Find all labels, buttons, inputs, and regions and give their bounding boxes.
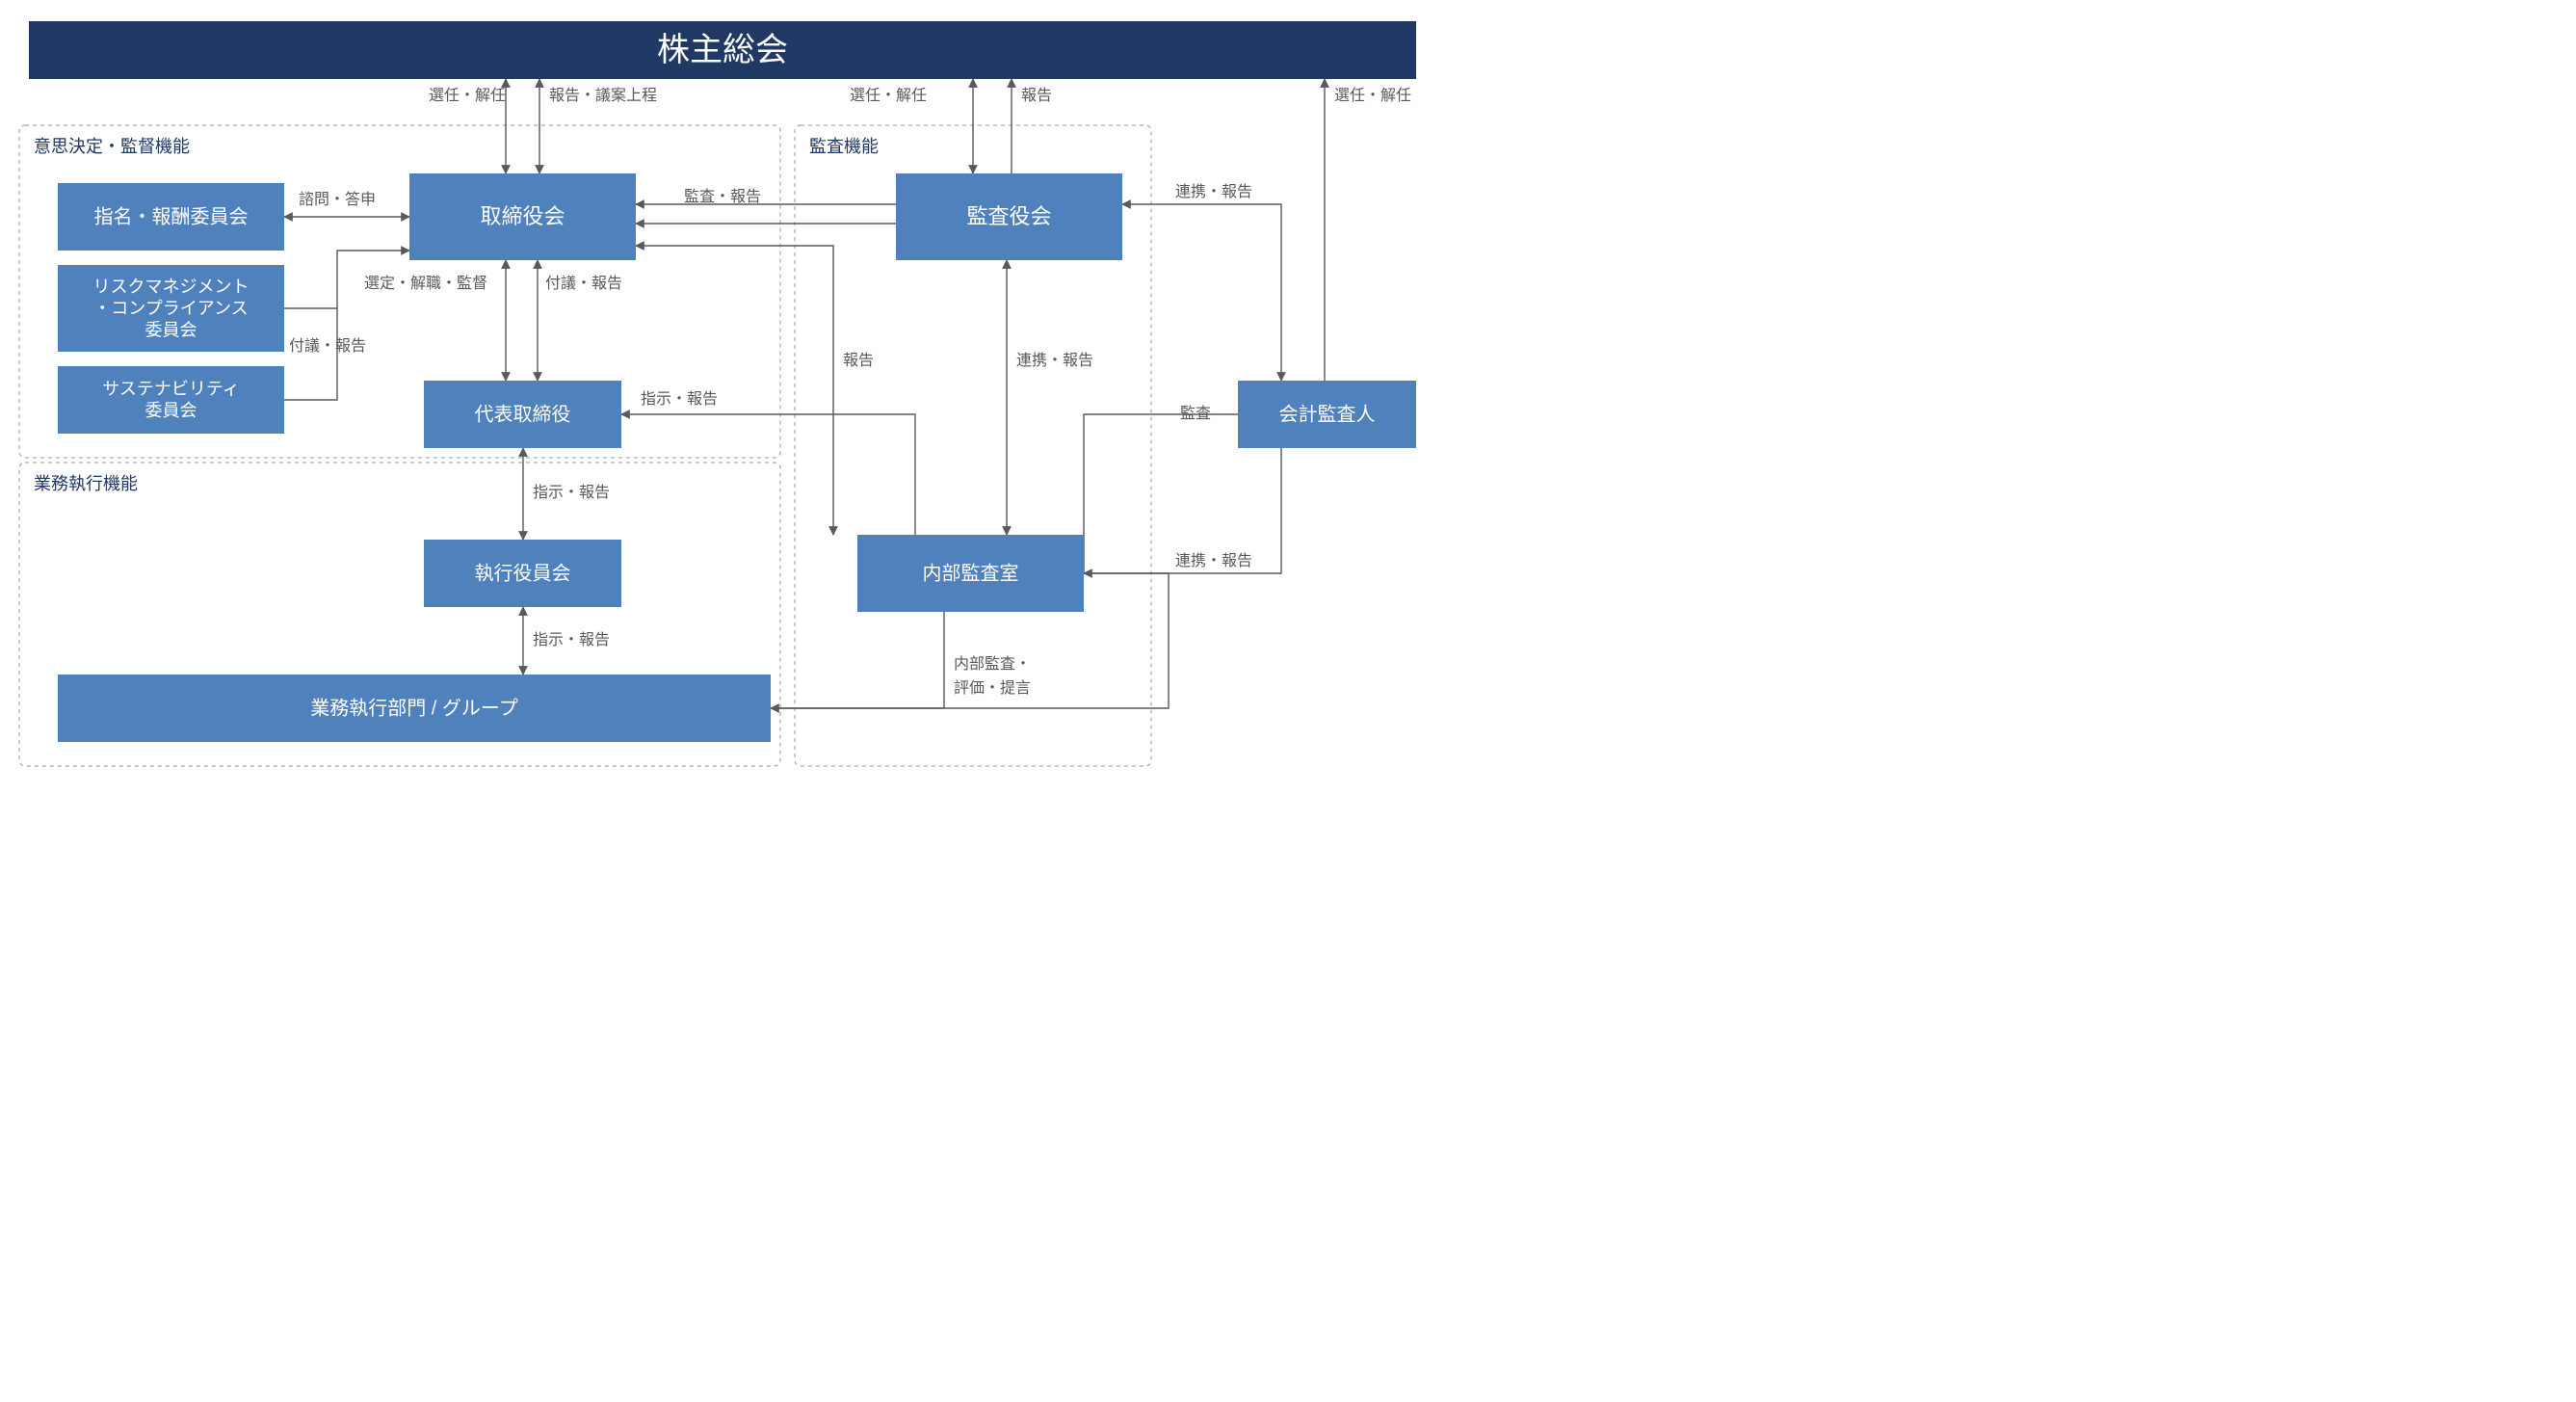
- edge-label-e1: 選任・解任: [429, 87, 506, 104]
- node-label-riskcomp-0: リスクマネジメント: [93, 277, 250, 296]
- edge-label-e5: 選任・解任: [1334, 87, 1411, 104]
- edge-e13: [636, 246, 833, 535]
- edge-label-e10: 指示・報告: [533, 631, 610, 648]
- node-label-sustain-0: サステナビリティ: [102, 380, 240, 399]
- node-label-acctaud-0: 会計監査人: [1279, 403, 1376, 425]
- header-title: 株主総会: [657, 32, 788, 68]
- edge-e15: [621, 414, 915, 535]
- edge-label-e15: 指示・報告: [641, 390, 718, 408]
- node-label-execmtg-0: 執行役員会: [475, 562, 571, 584]
- edge-label-e4: 報告: [1021, 87, 1052, 104]
- node-label-intaudit-0: 内部監査室: [923, 562, 1019, 584]
- edge-label-e3: 選任・解任: [850, 87, 927, 104]
- edge-label-e6: 諮問・答申: [299, 191, 376, 208]
- edge-label-e8: 選定・解職・監督: [364, 275, 487, 292]
- edge-e18: [1122, 204, 1281, 381]
- node-label-riskcomp-1: ・コンプライアンス: [93, 299, 248, 318]
- edge-label-e18: 連携・報告: [1175, 183, 1252, 200]
- edge-label-e13: 報告: [843, 352, 874, 369]
- edge-label-e8b: 付議・報告: [545, 275, 622, 292]
- edge-label-e11: 監査・報告: [684, 188, 761, 205]
- group-label-g_exec: 業務執行機能: [34, 474, 138, 493]
- group-label-g_audit: 監査機能: [809, 137, 879, 156]
- node-label-sustain-1: 委員会: [145, 401, 197, 420]
- node-label-auditb-0: 監査役会: [966, 204, 1051, 228]
- edge-label-e17: 監査: [1180, 405, 1211, 422]
- edge-label-e16: 内部監査・: [954, 655, 1031, 673]
- group-label-g_decision: 意思決定・監督機能: [34, 137, 190, 156]
- edge-label-e14: 連携・報告: [1016, 352, 1093, 369]
- edge-label-e7a: 付議・報告: [289, 337, 366, 355]
- diagram-stage: 株主総会意思決定・監督機能業務執行機能 監査機能 選任・解任 報告・議案上程 選任・解任…: [0, 0, 1445, 786]
- node-label-board-0: 取締役会: [480, 204, 565, 228]
- edge-label-e9: 指示・報告: [533, 484, 610, 501]
- node-label-nomrem-0: 指名・報酬委員会: [94, 205, 249, 227]
- edge-label-e2: 報告・議案上程: [549, 87, 657, 104]
- edge-label-e19: 連携・報告: [1175, 552, 1252, 569]
- node-label-repdir-0: 代表取締役: [475, 403, 571, 425]
- node-label-bizdiv-0: 業務執行部門 / グループ: [310, 697, 517, 719]
- edge-label2-e16: 評価・提言: [954, 679, 1031, 697]
- node-label-riskcomp-2: 委員会: [145, 320, 197, 339]
- edge-e16: [771, 612, 944, 708]
- node-sustain: [58, 366, 284, 434]
